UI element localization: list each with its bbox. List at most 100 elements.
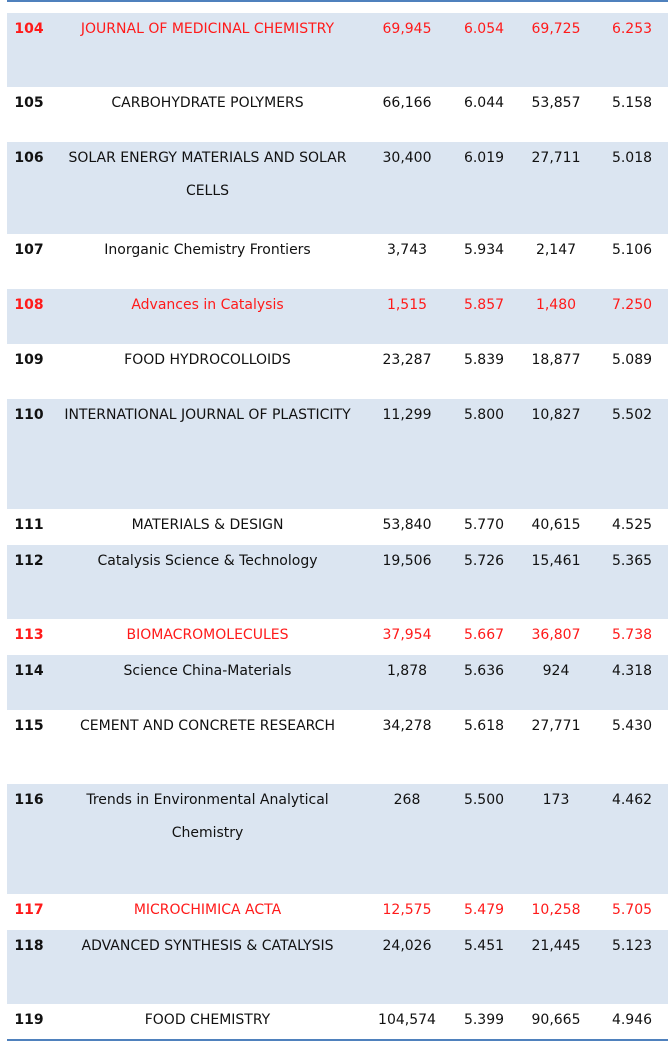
journal-title-cell: Advances in Catalysis: [131, 297, 284, 313]
total-cites-cell: 11,299: [382, 407, 432, 423]
impact-factor-cell: 6.044: [463, 95, 505, 111]
impact-factor-cell: 5.726: [463, 553, 505, 569]
rank-cell: 118: [14, 938, 44, 954]
journal-title-cell: Catalysis Science & Technology: [97, 553, 318, 569]
table-row: 115 CEMENT AND CONCRETE RESEARCH 34,278 5.6…: [7, 710, 668, 784]
impact-factor-prior-cell: 7.250: [611, 297, 653, 313]
impact-factor-prior-cell: 5.365: [611, 553, 653, 569]
cites-prior-cell: 18,877: [531, 352, 581, 368]
cites-prior-cell: 173: [542, 792, 570, 808]
table-row: 104 JOURNAL OF MEDICINAL CHEMISTRY 69,945 6…: [7, 13, 668, 87]
total-cites-cell: 34,278: [382, 718, 432, 734]
impact-factor-prior-cell: 5.018: [611, 150, 653, 166]
cites-prior-cell: 1,480: [535, 297, 577, 313]
total-cites-cell: 66,166: [382, 95, 432, 111]
journal-title-cell: CARBOHYDRATE POLYMERS: [111, 95, 304, 111]
cites-prior-cell: 15,461: [531, 553, 581, 569]
total-cites-cell: 104,574: [378, 1012, 436, 1028]
impact-factor-prior-cell: 4.525: [611, 517, 653, 533]
table-row: 109 FOOD HYDROCOLLOIDS 23,287 5.839 18,877 5.…: [7, 344, 668, 399]
impact-factor-cell: 5.451: [463, 938, 505, 954]
impact-factor-prior-cell: 5.158: [611, 95, 653, 111]
cites-prior-cell: 10,258: [531, 902, 581, 918]
rank-cell: 112: [14, 553, 44, 569]
total-cites-cell: 1,878: [386, 663, 428, 679]
rank-cell: 119: [14, 1012, 44, 1028]
impact-factor-prior-cell: 5.705: [611, 902, 653, 918]
rank-cell: 104: [14, 21, 44, 37]
journal-title-cell: Trends in Environmental Analytical Chemi…: [86, 792, 329, 841]
table-row: 113 BIOMACROMOLECULES 37,954 5.667 36,807 5.7…: [7, 619, 668, 655]
rank-cell: 117: [14, 902, 44, 918]
table-row: 116 Trends in Environmental Analytical Ch…: [7, 784, 668, 894]
impact-factor-prior-cell: 5.502: [611, 407, 653, 423]
table-row: 110 INTERNATIONAL JOURNAL OF PLASTICITY 11…: [7, 399, 668, 509]
table-row: 117 MICROCHIMICA ACTA 12,575 5.479 10,258 5.7…: [7, 894, 668, 930]
table-row: 111 MATERIALS & DESIGN 53,840 5.770 40,615 4.…: [7, 509, 668, 545]
impact-factor-cell: 5.500: [463, 792, 505, 808]
rank-cell: 108: [14, 297, 44, 313]
cites-prior-cell: 21,445: [531, 938, 581, 954]
impact-factor-cell: 5.800: [463, 407, 505, 423]
impact-factor-cell: 5.399: [463, 1012, 505, 1028]
journal-title-cell: JOURNAL OF MEDICINAL CHEMISTRY: [80, 21, 335, 37]
impact-factor-cell: 5.770: [463, 517, 505, 533]
journal-title-cell: CEMENT AND CONCRETE RESEARCH: [80, 718, 335, 734]
impact-factor-prior-cell: 6.253: [611, 21, 653, 37]
cites-prior-cell: 69,725: [531, 21, 581, 37]
total-cites-cell: 53,840: [382, 517, 432, 533]
rank-cell: 113: [14, 627, 44, 643]
table-bottom-rule: [7, 1039, 668, 1041]
total-cites-cell: 12,575: [382, 902, 432, 918]
journal-title-cell: Inorganic Chemistry Frontiers: [104, 242, 311, 258]
journal-title-cell: FOOD CHEMISTRY: [144, 1012, 271, 1028]
rank-cell: 109: [14, 352, 44, 368]
impact-factor-cell: 5.839: [463, 352, 505, 368]
impact-factor-prior-cell: 5.106: [611, 242, 653, 258]
rank-cell: 107: [14, 242, 44, 258]
cites-prior-cell: 40,615: [531, 517, 581, 533]
impact-factor-prior-cell: 5.089: [611, 352, 653, 368]
impact-factor-prior-cell: 5.123: [611, 938, 653, 954]
impact-factor-cell: 5.857: [463, 297, 505, 313]
rank-cell: 114: [14, 663, 44, 679]
table-row: 118 ADVANCED SYNTHESIS & CATALYSIS 24,026 5…: [7, 930, 668, 1004]
cites-prior-cell: 10,827: [531, 407, 581, 423]
total-cites-cell: 19,506: [382, 553, 432, 569]
impact-factor-cell: 5.667: [463, 627, 505, 643]
cites-prior-cell: 53,857: [531, 95, 581, 111]
journal-title-cell: MICROCHIMICA ACTA: [133, 902, 282, 918]
impact-factor-prior-cell: 4.318: [611, 663, 653, 679]
impact-factor-cell: 6.054: [463, 21, 505, 37]
rank-cell: 110: [14, 407, 44, 423]
table-row: 105 CARBOHYDRATE POLYMERS 66,166 6.044 53,85…: [7, 87, 668, 142]
journal-title-cell: SOLAR ENERGY MATERIALS AND SOLAR CELLS: [68, 150, 347, 199]
journal-title-cell: FOOD HYDROCOLLOIDS: [124, 352, 291, 368]
cites-prior-cell: 36,807: [531, 627, 581, 643]
rank-cell: 105: [14, 95, 44, 111]
table-row: 108 Advances in Catalysis 1,515 5.857 1,480 7…: [7, 289, 668, 344]
impact-factor-prior-cell: 5.430: [611, 718, 653, 734]
table-row: 112 Catalysis Science & Technology 19,506 5…: [7, 545, 668, 619]
table-top-rule: [7, 0, 668, 2]
cites-prior-cell: 27,771: [531, 718, 581, 734]
journal-title-cell: BIOMACROMOLECULES: [126, 627, 289, 643]
rank-cell: 116: [14, 792, 44, 808]
total-cites-cell: 23,287: [382, 352, 432, 368]
total-cites-cell: 69,945: [382, 21, 432, 37]
journal-title-cell: MATERIALS & DESIGN: [131, 517, 284, 533]
impact-factor-prior-cell: 4.462: [611, 792, 653, 808]
impact-factor-prior-cell: 5.738: [611, 627, 653, 643]
journal-title-cell: INTERNATIONAL JOURNAL OF PLASTICITY: [64, 407, 351, 423]
table-row: 107 Inorganic Chemistry Frontiers 3,743 5.9…: [7, 234, 668, 289]
table-row: 119 FOOD CHEMISTRY 104,574 5.399 90,665 4.946: [7, 1004, 668, 1039]
total-cites-cell: 1,515: [386, 297, 428, 313]
rank-cell: 111: [14, 517, 44, 533]
total-cites-cell: 3,743: [386, 242, 428, 258]
impact-factor-cell: 5.636: [463, 663, 505, 679]
table-row: 114 Science China-Materials 1,878 5.636 924 4…: [7, 655, 668, 710]
journal-title-cell: Science China-Materials: [123, 663, 292, 679]
cites-prior-cell: 27,711: [531, 150, 581, 166]
total-cites-cell: 37,954: [382, 627, 432, 643]
total-cites-cell: 268: [393, 792, 421, 808]
